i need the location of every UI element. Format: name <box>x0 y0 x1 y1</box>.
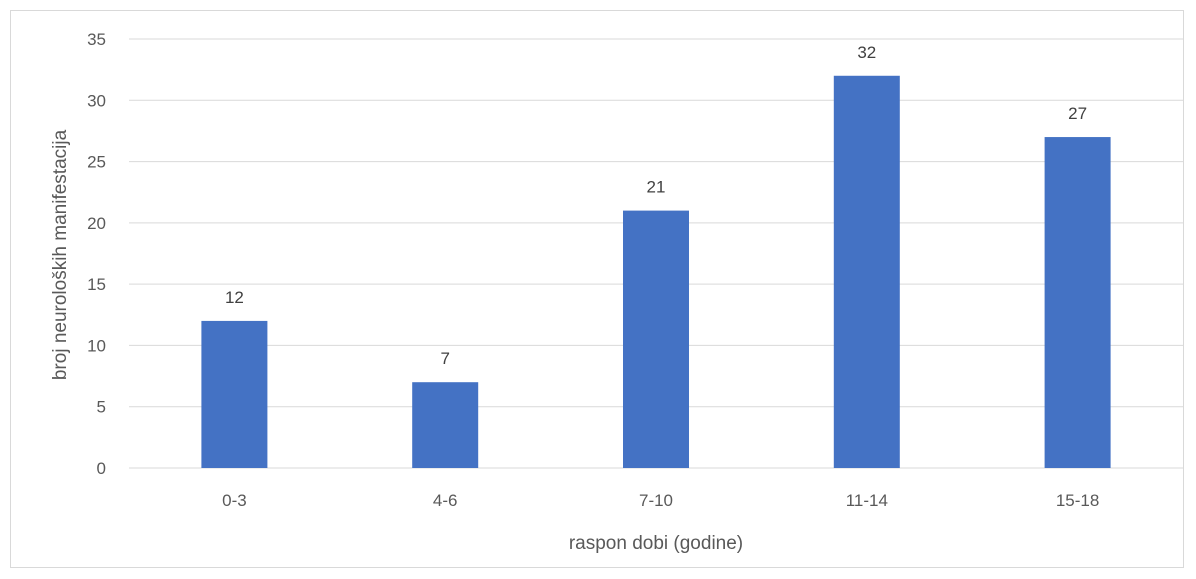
y-tick-label: 10 <box>87 336 106 355</box>
y-tick-label: 20 <box>87 214 106 233</box>
data-labels: 12 7 21 32 27 <box>225 43 1087 368</box>
data-label: 27 <box>1068 104 1087 123</box>
bar-0-3 <box>201 320 268 468</box>
chart-frame <box>10 10 1184 568</box>
bars <box>201 75 1111 469</box>
y-tick-label: 15 <box>87 275 106 294</box>
data-label: 21 <box>647 178 666 197</box>
data-label: 12 <box>225 288 244 307</box>
x-tick-label: 4-6 <box>433 491 458 510</box>
data-label: 32 <box>857 43 876 62</box>
x-tick-label: 7-10 <box>639 491 673 510</box>
y-tick-label: 30 <box>87 91 106 110</box>
bar-11-14 <box>833 75 900 469</box>
x-axis-ticks: 0-3 4-6 7-10 11-14 15-18 <box>222 491 1099 510</box>
bar-7-10 <box>623 210 689 468</box>
x-tick-label: 15-18 <box>1056 491 1099 510</box>
y-axis-title: broj neuroloških manifestacija <box>50 129 71 380</box>
x-tick-label: 0-3 <box>222 491 247 510</box>
bar-15-18 <box>1044 137 1111 469</box>
y-axis-ticks: 0 5 10 15 20 25 30 35 <box>87 30 106 478</box>
bar-4-6 <box>412 382 479 468</box>
y-tick-label: 25 <box>87 153 106 172</box>
data-label: 7 <box>440 349 449 368</box>
y-tick-label: 5 <box>97 398 106 417</box>
y-tick-label: 0 <box>97 459 106 478</box>
x-tick-label: 11-14 <box>846 491 888 510</box>
y-tick-label: 35 <box>87 30 106 49</box>
x-axis-title: raspon dobi (godine) <box>569 533 743 554</box>
